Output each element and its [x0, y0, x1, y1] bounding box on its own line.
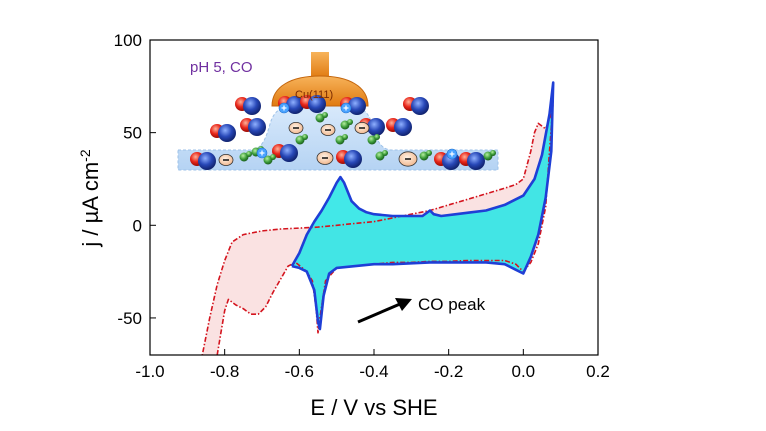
co-molecule — [344, 150, 362, 168]
y-axis-title-main: j / µA cm — [78, 162, 103, 248]
water-molecule — [382, 150, 388, 156]
water-molecule — [426, 150, 432, 156]
co-peak-label: CO peak — [418, 295, 486, 314]
water-molecule — [322, 112, 328, 118]
co-molecule — [198, 152, 216, 170]
electrode-stem — [311, 52, 329, 78]
co-molecule — [367, 118, 385, 136]
co-molecule — [348, 97, 366, 115]
water-molecule — [490, 150, 496, 156]
blue-cv-fill — [291, 82, 554, 330]
water-molecule — [374, 134, 380, 140]
x-tick-label: 0.0 — [512, 362, 536, 381]
x-tick-label: -0.8 — [210, 362, 239, 381]
co-molecule — [218, 124, 236, 142]
y-tick-label: 0 — [133, 216, 142, 235]
co-molecule — [467, 152, 485, 170]
y-tick-label: -50 — [117, 309, 142, 328]
y-axis-title-sup: -2 — [77, 149, 93, 162]
co-molecule — [243, 97, 261, 115]
co-molecule — [411, 97, 429, 115]
co-molecule — [280, 144, 298, 162]
x-axis-title: E / V vs SHE — [310, 395, 437, 420]
y-tick-label: 100 — [114, 31, 142, 50]
y-axis-title: j / µA cm-2 — [77, 149, 103, 247]
x-tick-label: -0.6 — [285, 362, 314, 381]
x-tick-label: 0.2 — [586, 362, 610, 381]
co-molecule — [308, 95, 326, 113]
red-cv-line — [201, 100, 554, 355]
water-molecule — [347, 119, 353, 125]
water-molecule — [270, 154, 276, 160]
x-tick-label: -0.4 — [359, 362, 388, 381]
co-peak-annotation: CO peak — [357, 295, 486, 324]
y-tick-label: 50 — [123, 124, 142, 143]
water-molecule — [342, 134, 348, 140]
water-molecule — [246, 151, 252, 157]
co-molecule — [286, 96, 304, 114]
inset-illustration: pH 5, CO Cu(111) — [177, 52, 499, 171]
x-tick-label: -1.0 — [135, 362, 164, 381]
inset-condition-label: pH 5, CO — [190, 59, 253, 76]
blue-cv-line — [290, 81, 555, 331]
co-peak-arrowhead — [395, 298, 412, 311]
x-tick-label: -0.2 — [434, 362, 463, 381]
co-molecule — [394, 118, 412, 136]
cu-electrode-label: Cu(111) — [295, 89, 333, 101]
co-molecule — [248, 118, 266, 136]
water-molecule — [302, 134, 308, 140]
co-peak-arrow — [357, 302, 401, 324]
